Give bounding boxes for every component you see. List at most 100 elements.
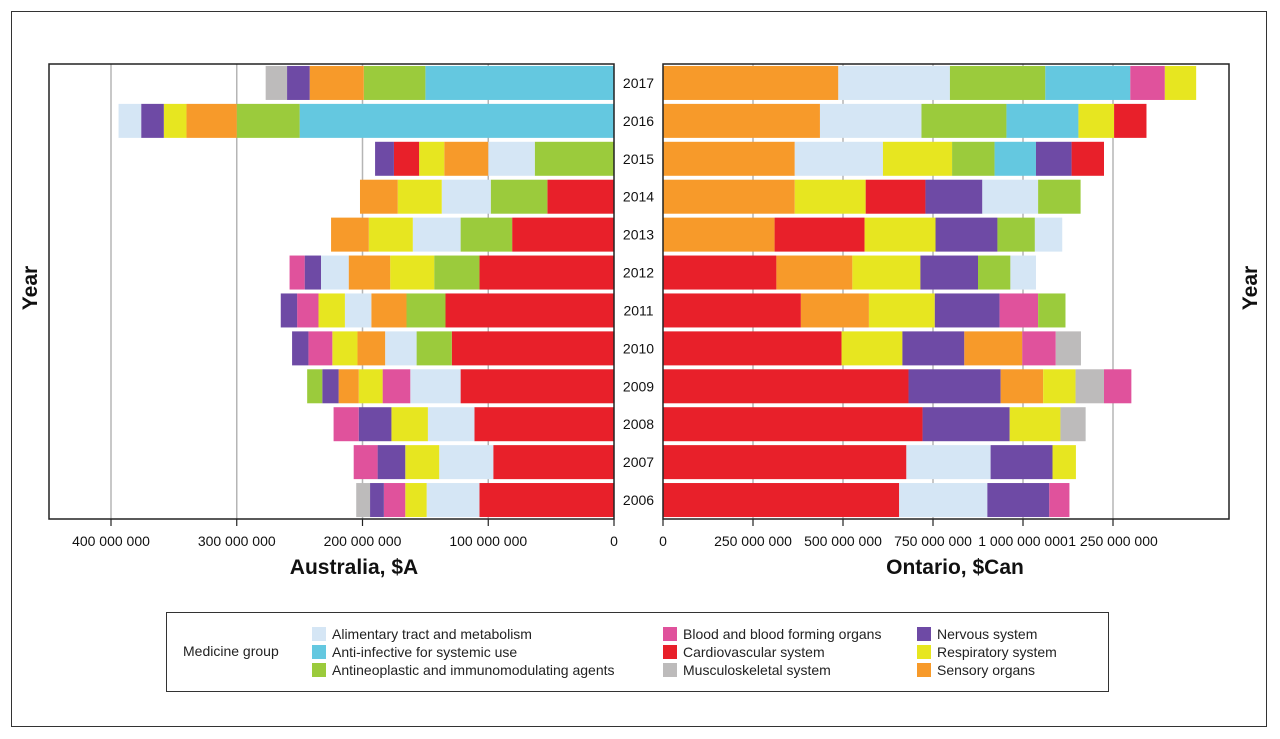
australia-bar-2007-blood-and-blood-forming-organs (353, 445, 378, 480)
australia-bar-2010-cardiovascular-system (451, 331, 614, 366)
australia-bar-2011-alimentary-tract-and-metabolism (344, 293, 372, 328)
australia-bar-2009-respiratory-system (358, 369, 383, 404)
ontario-plot-frame (662, 63, 1230, 520)
ontario-bar-2012-antineoplastic-and-immunomodulating-agents (978, 255, 1011, 290)
year-label-2015: 2015 (623, 151, 654, 167)
australia-bar-2013-respiratory-system (368, 217, 413, 252)
ontario-bar-2006-alimentary-tract-and-metabolism (899, 483, 988, 518)
ontario-bar-2015-antineoplastic-and-immunomodulating-agents (952, 141, 995, 176)
australia-bar-2017-musculoskeletal-system (265, 65, 288, 100)
legend-label: Nervous system (937, 626, 1038, 642)
ontario-bar-2016-alimentary-tract-and-metabolism (819, 103, 922, 138)
australia-bar-2016-antineoplastic-and-immunomodulating-agents (236, 103, 300, 138)
ontario-bar-2012-alimentary-tract-and-metabolism (1010, 255, 1036, 290)
ontario-bar-2013-antineoplastic-and-immunomodulating-agents (997, 217, 1035, 252)
australia-bar-2017-sensory-organs (309, 65, 364, 100)
right-y-axis-label: Year (1239, 266, 1262, 310)
legend-label: Cardiovascular system (683, 644, 825, 660)
ontario-bar-2010-cardiovascular-system (663, 331, 842, 366)
australia-bar-2011-sensory-organs (371, 293, 407, 328)
year-label-2014: 2014 (623, 189, 654, 205)
australia-bar-2006-musculoskeletal-system (356, 483, 371, 518)
ontario-bar-2010-musculoskeletal-system (1055, 331, 1081, 366)
ontario-bar-2011-sensory-organs (800, 293, 869, 328)
australia-bar-2016-sensory-organs (186, 103, 237, 138)
legend-swatch (312, 645, 326, 659)
ontario-bar-2008-musculoskeletal-system (1060, 407, 1086, 442)
australia-bar-2008-blood-and-blood-forming-organs (333, 407, 359, 442)
australia-bar-2014-antineoplastic-and-immunomodulating-agents (490, 179, 548, 214)
ontario-bar-2016-antineoplastic-and-immunomodulating-agents (921, 103, 1007, 138)
australia-bar-2016-anti-infective-for-systemic-use (299, 103, 614, 138)
australia-bar-2011-cardiovascular-system (445, 293, 614, 328)
australia-bar-2011-blood-and-blood-forming-organs (297, 293, 319, 328)
ontario-bar-2010-respiratory-system (841, 331, 903, 366)
ontario-bar-2009-blood-and-blood-forming-organs (1104, 369, 1132, 404)
australia-bar-2010-sensory-organs (357, 331, 386, 366)
year-label-2008: 2008 (623, 416, 654, 432)
ontario-bar-2013-nervous-system (935, 217, 998, 252)
year-label-2006: 2006 (623, 492, 654, 508)
ontario-bar-2009-respiratory-system (1043, 369, 1076, 404)
australia-bar-2013-alimentary-tract-and-metabolism (412, 217, 461, 252)
australia-bar-2012-respiratory-system (390, 255, 435, 290)
australia-bar-2006-cardiovascular-system (479, 483, 614, 518)
left-y-axis-label: Year (19, 266, 42, 310)
legend-swatch (917, 645, 931, 659)
ontario-bar-2014-antineoplastic-and-immunomodulating-agents (1038, 179, 1081, 214)
ontario-bar-2015-anti-infective-for-systemic-use (994, 141, 1036, 176)
legend-swatch (917, 663, 931, 677)
legend-label: Antineoplastic and immunomodulating agen… (332, 662, 615, 678)
australia-bar-2015-nervous-system (375, 141, 394, 176)
ontario-bar-2017-antineoplastic-and-immunomodulating-agents (949, 65, 1046, 100)
legend-swatch (663, 663, 677, 677)
ontario-bar-2016-anti-infective-for-systemic-use (1006, 103, 1079, 138)
ontario-bar-2007-cardiovascular-system (663, 445, 907, 480)
legend-swatch (917, 627, 931, 641)
ontario-bar-2010-nervous-system (902, 331, 965, 366)
australia-bar-2012-blood-and-blood-forming-organs (289, 255, 305, 290)
australia-bar-2012-alimentary-tract-and-metabolism (321, 255, 349, 290)
legend-label: Alimentary tract and metabolism (332, 626, 532, 642)
ontario-bar-2015-respiratory-system (882, 141, 953, 176)
australia-bar-2009-sensory-organs (338, 369, 359, 404)
australia-bar-2014-sensory-organs (359, 179, 398, 214)
ontario-bar-2015-nervous-system (1035, 141, 1072, 176)
ontario-x-tick-label: 1 250 000 000 (1068, 533, 1158, 549)
year-label-2016: 2016 (623, 113, 654, 129)
ontario-bar-2012-sensory-organs (776, 255, 853, 290)
ontario-bar-2015-alimentary-tract-and-metabolism (794, 141, 883, 176)
ontario-bar-2011-respiratory-system (868, 293, 935, 328)
australia-bar-2009-antineoplastic-and-immunomodulating-agents (307, 369, 323, 404)
year-label-2007: 2007 (623, 454, 654, 470)
ontario-bar-2010-sensory-organs (964, 331, 1023, 366)
ontario-panel: 0 250 000 000 500 000 000 750 000 000 1 000 … (659, 63, 1230, 549)
australia-bar-2012-sensory-organs (348, 255, 391, 290)
australia-bar-2007-respiratory-system (405, 445, 440, 480)
ontario-bar-2007-nervous-system (990, 445, 1053, 480)
ontario-bar-2013-sensory-organs (663, 217, 775, 252)
australia-x-tick-label: 400 000 000 (72, 533, 150, 549)
ontario-bar-2015-cardiovascular-system (1071, 141, 1104, 176)
australia-bar-2010-nervous-system (292, 331, 309, 366)
australia-bar-2008-nervous-system (358, 407, 392, 442)
australia-x-tick-label: 0 (610, 533, 618, 549)
ontario-bar-2016-cardiovascular-system (1114, 103, 1147, 138)
australia-bar-2017-antineoplastic-and-immunomodulating-agents (363, 65, 426, 100)
year-label-2013: 2013 (623, 227, 654, 243)
australia-bar-2006-respiratory-system (405, 483, 427, 518)
australia-bar-2007-alimentary-tract-and-metabolism (439, 445, 494, 480)
legend-label: Sensory organs (937, 662, 1036, 678)
australia-bar-2015-respiratory-system (419, 141, 445, 176)
ontario-x-tick-label: 250 000 000 (714, 533, 792, 549)
ontario-bar-2008-nervous-system (922, 407, 1010, 442)
year-label-2010: 2010 (623, 340, 654, 356)
ontario-bar-2006-nervous-system (987, 483, 1050, 518)
ontario-bar-2017-anti-infective-for-systemic-use (1045, 65, 1131, 100)
australia-bar-2010-respiratory-system (332, 331, 358, 366)
australia-bar-2014-respiratory-system (397, 179, 442, 214)
australia-bar-2016-respiratory-system (163, 103, 187, 138)
ontario-bar-2014-nervous-system (925, 179, 983, 214)
ontario-bar-2014-sensory-organs (663, 179, 795, 214)
